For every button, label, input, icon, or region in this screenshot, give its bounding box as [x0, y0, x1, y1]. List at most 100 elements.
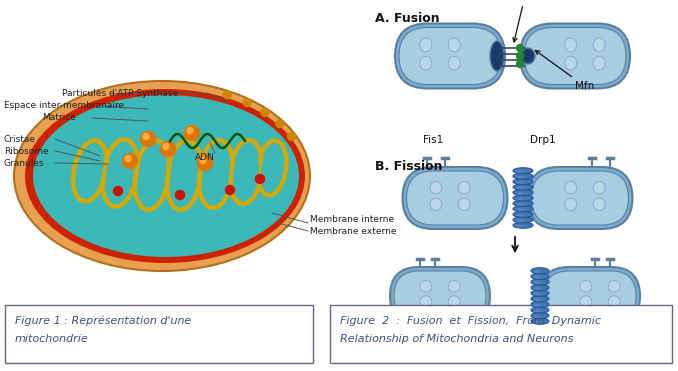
- Ellipse shape: [516, 192, 524, 195]
- Circle shape: [256, 174, 264, 184]
- Ellipse shape: [516, 176, 524, 178]
- FancyBboxPatch shape: [390, 267, 490, 325]
- Ellipse shape: [534, 282, 541, 284]
- Circle shape: [176, 190, 184, 200]
- Circle shape: [143, 134, 149, 139]
- Circle shape: [517, 53, 523, 59]
- Circle shape: [200, 158, 206, 164]
- Text: B. Fission: B. Fission: [375, 160, 443, 173]
- Ellipse shape: [513, 184, 533, 190]
- Ellipse shape: [534, 276, 541, 279]
- Text: Membrane interne: Membrane interne: [310, 214, 394, 223]
- Ellipse shape: [516, 219, 524, 222]
- Ellipse shape: [531, 268, 549, 274]
- Ellipse shape: [513, 168, 533, 174]
- Ellipse shape: [513, 206, 533, 212]
- Circle shape: [517, 45, 523, 52]
- Ellipse shape: [170, 144, 198, 206]
- Text: Drp1: Drp1: [530, 135, 556, 145]
- Ellipse shape: [534, 293, 541, 295]
- Ellipse shape: [138, 144, 166, 206]
- Circle shape: [261, 108, 269, 116]
- FancyBboxPatch shape: [520, 23, 630, 89]
- Circle shape: [140, 131, 155, 147]
- Ellipse shape: [513, 195, 533, 201]
- Text: Membrane externe: Membrane externe: [310, 227, 397, 236]
- Ellipse shape: [516, 209, 524, 211]
- Circle shape: [187, 128, 193, 134]
- FancyBboxPatch shape: [5, 305, 313, 363]
- Ellipse shape: [534, 309, 541, 312]
- Ellipse shape: [448, 280, 460, 292]
- Ellipse shape: [516, 225, 524, 227]
- Ellipse shape: [516, 214, 524, 216]
- Circle shape: [197, 155, 212, 171]
- Ellipse shape: [534, 321, 541, 323]
- FancyBboxPatch shape: [540, 267, 640, 325]
- Ellipse shape: [420, 38, 432, 52]
- Text: Cristae: Cristae: [4, 135, 36, 144]
- Circle shape: [517, 60, 523, 68]
- Text: OPA1: OPA1: [511, 0, 539, 42]
- Circle shape: [163, 144, 169, 150]
- Ellipse shape: [516, 187, 524, 189]
- Ellipse shape: [565, 181, 577, 194]
- Text: A. Fusion: A. Fusion: [375, 12, 439, 24]
- Circle shape: [184, 125, 199, 141]
- Ellipse shape: [448, 38, 460, 52]
- Circle shape: [223, 91, 231, 99]
- Ellipse shape: [608, 280, 620, 292]
- Ellipse shape: [513, 173, 533, 179]
- Circle shape: [113, 187, 123, 196]
- Text: Mfn: Mfn: [536, 50, 594, 91]
- Ellipse shape: [516, 170, 524, 173]
- Text: Fis1: Fis1: [423, 135, 443, 145]
- Ellipse shape: [430, 181, 442, 194]
- Circle shape: [226, 186, 235, 194]
- Ellipse shape: [513, 211, 533, 217]
- FancyBboxPatch shape: [544, 271, 636, 321]
- Ellipse shape: [565, 198, 577, 211]
- Ellipse shape: [580, 296, 592, 308]
- Ellipse shape: [106, 143, 134, 203]
- FancyBboxPatch shape: [407, 171, 504, 225]
- Text: Figure 1 : Représentation d'une: Figure 1 : Représentation d'une: [15, 316, 191, 326]
- Ellipse shape: [513, 190, 533, 196]
- FancyBboxPatch shape: [527, 167, 633, 229]
- Ellipse shape: [593, 198, 605, 211]
- Ellipse shape: [531, 296, 549, 302]
- Ellipse shape: [420, 296, 432, 308]
- FancyBboxPatch shape: [330, 305, 672, 363]
- Ellipse shape: [534, 270, 541, 273]
- Ellipse shape: [531, 285, 549, 291]
- Ellipse shape: [565, 56, 577, 70]
- Ellipse shape: [534, 315, 541, 318]
- Ellipse shape: [516, 181, 524, 184]
- Ellipse shape: [25, 89, 305, 263]
- Ellipse shape: [458, 181, 470, 194]
- Text: mitochondrie: mitochondrie: [15, 334, 89, 344]
- Ellipse shape: [420, 56, 432, 70]
- Ellipse shape: [513, 217, 533, 223]
- FancyBboxPatch shape: [532, 171, 629, 225]
- Ellipse shape: [534, 287, 541, 290]
- Ellipse shape: [14, 81, 310, 271]
- Text: Espace inter-membranaire: Espace inter-membranaire: [4, 102, 124, 111]
- Ellipse shape: [513, 178, 533, 185]
- Text: Granules: Granules: [4, 158, 45, 167]
- Ellipse shape: [531, 273, 549, 279]
- Circle shape: [123, 154, 138, 168]
- Ellipse shape: [531, 290, 549, 296]
- Ellipse shape: [490, 41, 504, 71]
- Ellipse shape: [521, 48, 535, 64]
- FancyBboxPatch shape: [399, 27, 501, 85]
- Text: Ribosome: Ribosome: [4, 147, 49, 155]
- FancyBboxPatch shape: [403, 167, 508, 229]
- Circle shape: [125, 155, 131, 161]
- Ellipse shape: [531, 301, 549, 308]
- Text: ADN: ADN: [195, 154, 215, 162]
- Ellipse shape: [580, 280, 592, 292]
- Ellipse shape: [516, 198, 524, 200]
- Ellipse shape: [233, 144, 259, 200]
- Circle shape: [287, 132, 296, 140]
